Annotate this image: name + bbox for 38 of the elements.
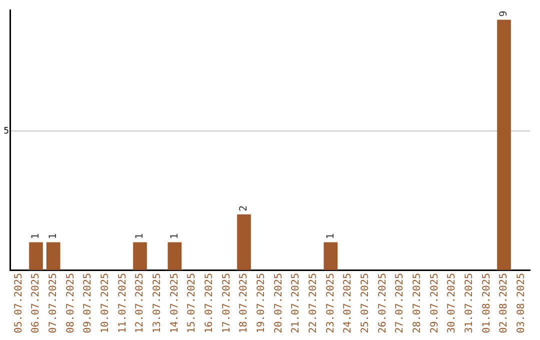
x-tick-label: 10.07.2025 (100, 273, 111, 334)
x-tick-label: 19.07.2025 (256, 273, 267, 334)
x-tick-label: 29.07.2025 (429, 273, 440, 334)
x-tick-label: 12.07.2025 (134, 273, 146, 334)
x-tick-label: 28.07.2025 (412, 273, 423, 334)
x-tick-label: 24.07.2025 (342, 273, 354, 334)
x-tick-label: 11.07.2025 (117, 273, 128, 334)
x-tick-label: 15.07.2025 (186, 273, 198, 334)
x-tick-label: 05.07.2025 (13, 273, 24, 334)
x-tick-label: 26.07.2025 (377, 273, 388, 334)
x-tick-label: 22.07.2025 (308, 273, 319, 334)
x-tick-label: 27.07.2025 (394, 273, 406, 334)
x-tick-label: 21.07.2025 (290, 273, 302, 334)
x-tick-label: 07.07.2025 (48, 273, 59, 334)
x-tick-label: 02.08.2025 (498, 273, 510, 334)
x-tick-label: 03.08.2025 (516, 273, 527, 334)
x-tick-label: 18.07.2025 (238, 273, 250, 334)
x-tick-label: 01.08.2025 (481, 273, 492, 334)
data-label: 2 (238, 205, 250, 212)
data-label: 1 (169, 233, 180, 240)
data-label: 1 (134, 233, 146, 240)
x-tick-label: 16.07.2025 (204, 273, 215, 334)
x-tick-label: 25.07.2025 (360, 273, 371, 334)
x-tick-label: 17.07.2025 (221, 273, 232, 334)
x-tick-label: 06.07.2025 (30, 273, 42, 334)
x-tick-label: 23.07.2025 (325, 273, 336, 334)
x-tick-label: 14.07.2025 (169, 273, 180, 334)
data-label: 1 (30, 233, 42, 240)
data-label: 1 (48, 233, 59, 240)
x-tick-label: 31.07.2025 (464, 273, 475, 334)
x-tick-label: 30.07.2025 (446, 273, 458, 334)
y-tick-label: 5 (4, 126, 9, 136)
x-tick-label: 08.07.2025 (65, 273, 76, 334)
data-label: 9 (498, 10, 510, 17)
x-tick-label: 20.07.2025 (273, 273, 284, 334)
data-label: 1 (325, 233, 336, 240)
x-tick-label: 09.07.2025 (82, 273, 94, 334)
x-tick-label: 13.07.2025 (152, 273, 163, 334)
